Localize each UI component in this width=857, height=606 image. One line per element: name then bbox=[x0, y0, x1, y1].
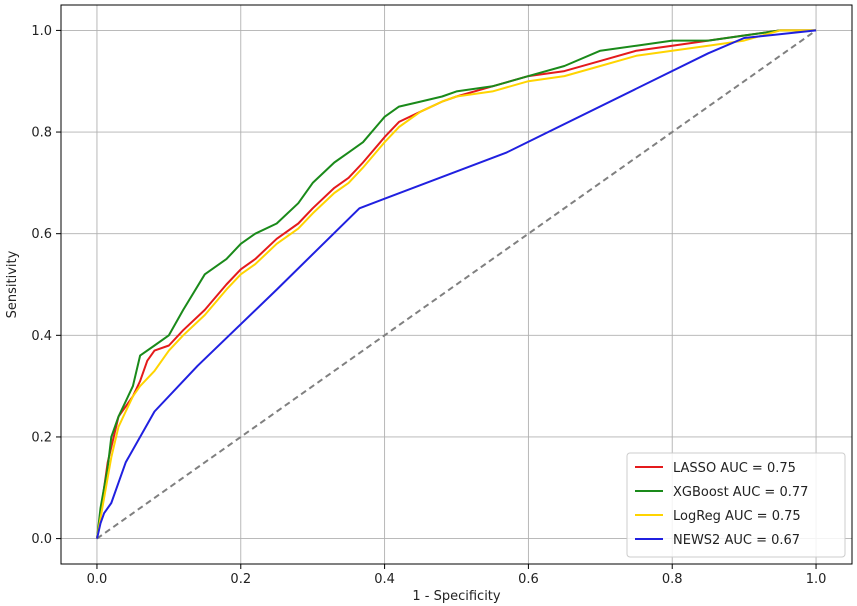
y-tick-label: 0.4 bbox=[31, 329, 52, 344]
y-tick-label: 0.6 bbox=[31, 227, 52, 242]
plot-area-frame bbox=[60, 4, 853, 565]
x-tick-label: 0.2 bbox=[230, 572, 251, 587]
legend-label: LASSO AUC = 0.75 bbox=[673, 461, 796, 476]
series-line-2 bbox=[96, 29, 816, 539]
x-tick-label: 0.6 bbox=[518, 572, 539, 587]
y-tick-label: 0.8 bbox=[31, 126, 52, 141]
y-tick-label: 0.2 bbox=[31, 430, 52, 445]
legend-label: NEWS2 AUC = 0.67 bbox=[673, 533, 800, 548]
grid bbox=[61, 5, 852, 564]
x-tick-label: 0.0 bbox=[87, 572, 108, 587]
series-line-3 bbox=[96, 29, 817, 539]
y-tick-label: 0.0 bbox=[31, 532, 52, 547]
legend-box bbox=[626, 452, 846, 558]
legend-label: XGBoost AUC = 0.77 bbox=[673, 485, 808, 500]
legend: LASSO AUC = 0.75 XGBoost AUC = 0.77 LogReg… bbox=[626, 452, 846, 558]
y-axis-label: Sensitivity bbox=[5, 250, 20, 318]
series-lines bbox=[96, 29, 817, 539]
y-axis-ticks: 0.0 0.2 0.4 0.6 0.8 1.0 bbox=[31, 24, 61, 547]
series-line-1 bbox=[96, 29, 816, 539]
x-tick-label: 0.4 bbox=[374, 572, 395, 587]
legend-label: LogReg AUC = 0.75 bbox=[673, 509, 801, 524]
reference-diagonal-line bbox=[96, 29, 817, 540]
x-axis-label: 1 - Specificity bbox=[412, 589, 501, 604]
x-tick-label: 0.8 bbox=[662, 572, 683, 587]
x-tick-label: 1.0 bbox=[806, 572, 827, 587]
y-tick-label: 1.0 bbox=[31, 24, 52, 39]
x-axis-ticks: 0.0 0.2 0.4 0.6 0.8 1.0 bbox=[87, 564, 827, 587]
